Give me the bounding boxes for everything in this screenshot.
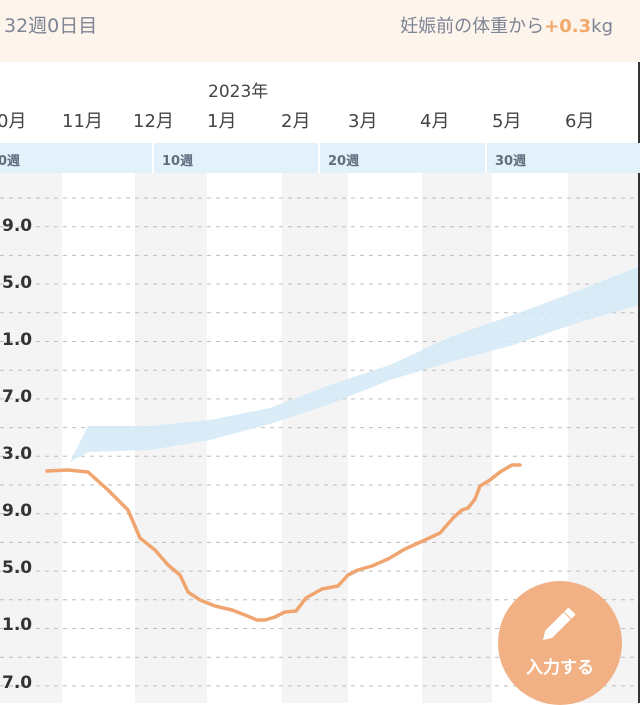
y-axis-label: 1.0 [2,615,33,635]
month-column-shade [0,173,62,703]
month-label: 2月 [281,111,311,132]
week-label: 10週 [162,154,194,169]
weight-difference: 妊娠前の体重から+0.3kg [400,12,613,38]
y-axis-label: 7.0 [2,387,33,407]
y-axis-label: 5.0 [2,273,33,293]
y-axis-label: 9.0 [2,216,33,236]
month-column-shade [422,173,492,703]
week-separator [152,143,154,173]
month-label: 3月 [348,111,378,132]
weight-diff-unit: kg [591,16,613,37]
y-axis-label: 9.0 [2,501,33,521]
weight-line [45,463,522,622]
weight-diff-value: +0.3 [544,16,592,37]
month-label: 11月 [62,111,103,132]
week-separator [318,143,320,173]
y-axis-label: 7.0 [2,673,33,693]
week-separator [485,143,487,173]
month-column-shade [282,173,348,703]
month-label: 12月 [133,111,174,132]
right-edge-divider [638,62,640,703]
year-label: 2023年 [208,82,269,102]
y-axis-label: 1.0 [2,330,33,350]
week-scale-bar [0,143,640,173]
summary-header: 32週0日目 妊娠前の体重から+0.3kg [0,0,640,62]
month-label: 0月 [0,111,27,132]
pregnancy-week-label: 32週0日目 [4,15,98,37]
month-label: 4月 [420,111,450,132]
target-weight-band [70,266,640,462]
y-axis-label: 5.0 [2,558,33,578]
add-entry-button[interactable]: 入力する [498,581,622,705]
week-label: 20週 [328,154,360,169]
y-axis-label: 3.0 [2,444,33,464]
week-label: 30週 [495,154,527,169]
add-entry-label: 入力する [526,658,594,678]
month-label: 6月 [565,111,595,132]
week-label: 0週 [0,154,21,169]
month-label: 5月 [492,111,522,132]
pencil-icon [543,607,576,640]
month-label: 1月 [207,111,237,132]
weight-diff-prefix: 妊娠前の体重から [400,16,545,37]
